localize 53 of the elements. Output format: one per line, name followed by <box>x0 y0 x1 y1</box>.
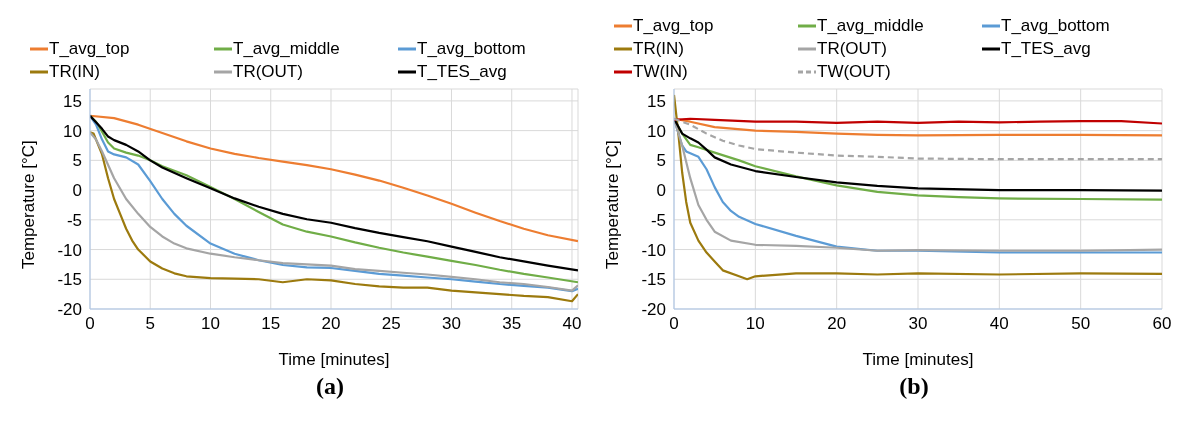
legend-label: TR(IN) <box>49 61 100 83</box>
x-tick-label: 50 <box>1071 314 1091 334</box>
x-tick-label: 60 <box>1152 314 1172 334</box>
y-tick-label: 10 <box>647 121 666 141</box>
line-series <box>90 114 578 243</box>
y-tick-label: -20 <box>57 300 82 320</box>
y-tick-label: -10 <box>641 240 666 260</box>
x-tick-label: 40 <box>989 314 1009 334</box>
legend-label: T_TES_avg <box>417 61 507 83</box>
x-tick-label: 10 <box>745 314 765 334</box>
legend-label: T_avg_top <box>49 38 130 60</box>
y-tick-label: -20 <box>641 300 666 320</box>
y-tick-label: -10 <box>57 240 82 260</box>
text: (a) <box>315 373 345 400</box>
legend-label: TR(OUT) <box>233 61 303 83</box>
y-tick-label: 10 <box>63 121 82 141</box>
text: (b) <box>898 373 930 400</box>
y-tick-label: 15 <box>647 91 666 111</box>
y-tick-label: 0 <box>72 181 82 201</box>
x-tick-label: 30 <box>908 314 928 334</box>
x-axis-title: Time [minutes] <box>862 350 974 369</box>
legend-label: T_avg_bottom <box>417 38 526 60</box>
legend-label: TW(OUT) <box>817 61 891 83</box>
legend-label: T_avg_bottom <box>1001 15 1110 37</box>
x-tick-label: 35 <box>502 314 522 334</box>
y-tick-label: -5 <box>650 210 666 230</box>
y-axis-title: Temperature [°C] <box>19 140 39 269</box>
x-tick-label: 0 <box>85 314 95 334</box>
x-tick-label: 5 <box>145 314 155 334</box>
x-tick-label: 0 <box>669 314 679 334</box>
y-tick-label: -5 <box>66 210 82 230</box>
x-tick-label: 20 <box>321 314 341 334</box>
x-tick-label: 10 <box>201 314 220 334</box>
x-tick-label: 20 <box>827 314 847 334</box>
y-tick-label: 5 <box>656 151 666 171</box>
legend-label: TR(IN) <box>633 38 684 60</box>
legend-label: T_avg_middle <box>817 15 924 37</box>
x-tick-label: 30 <box>442 314 461 334</box>
x-axis-title: Time [minutes] <box>278 350 390 369</box>
y-tick-label: 0 <box>656 181 666 201</box>
legend-label: TR(OUT) <box>817 38 887 60</box>
legend-label: T_avg_top <box>633 15 714 37</box>
y-tick-label: -15 <box>641 270 666 290</box>
x-tick-label: 40 <box>562 314 582 334</box>
legend-label: T_avg_middle <box>233 38 340 60</box>
legend-label: TW(IN) <box>633 61 688 83</box>
x-tick-label: 25 <box>381 314 401 334</box>
y-tick-label: 15 <box>63 91 82 111</box>
y-tick-label: 5 <box>72 151 82 171</box>
y-tick-label: -15 <box>57 270 82 290</box>
y-axis-title: Temperature [°C] <box>603 140 623 269</box>
legend-label: T_TES_avg <box>1001 38 1091 60</box>
x-tick-label: 15 <box>261 314 281 334</box>
